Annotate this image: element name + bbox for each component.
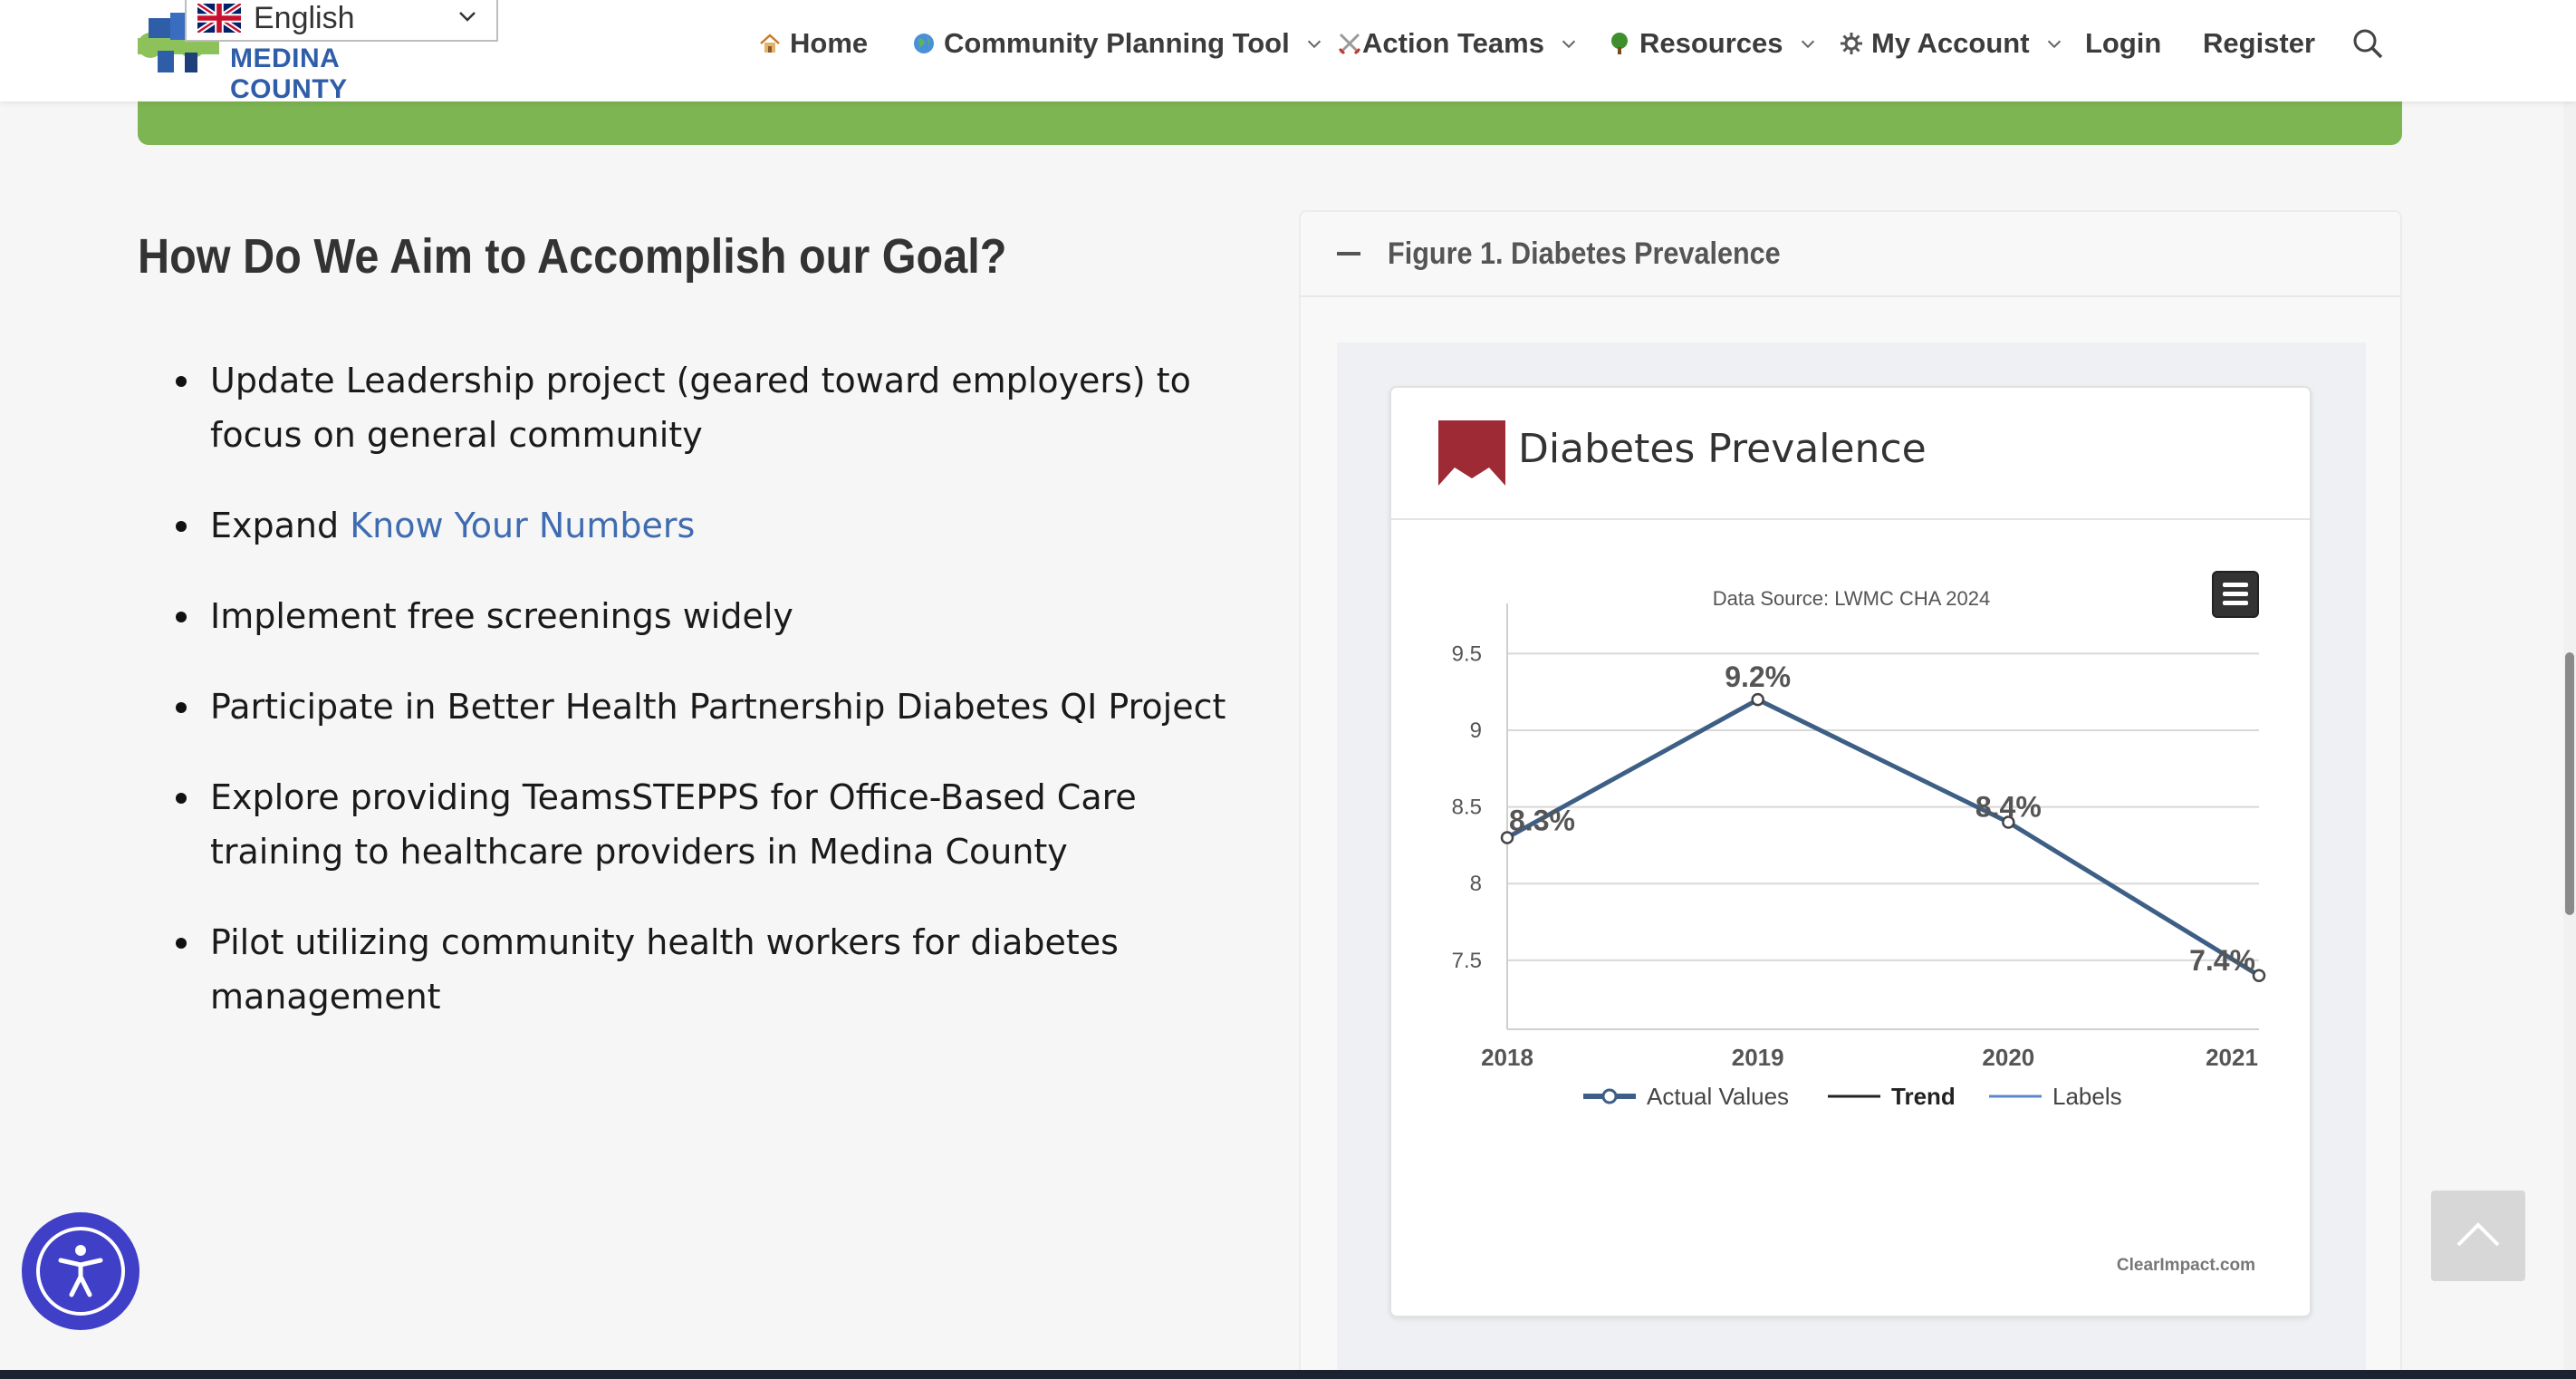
chevron-down-icon [1801, 40, 1814, 49]
collapse-icon [1337, 252, 1360, 256]
x-tick-label: 2021 [2206, 1044, 2258, 1071]
list-item: Explore providing TeamsSTEPPS for Office… [176, 770, 1252, 879]
legend-trend: Trend [1891, 1083, 1956, 1110]
chart-menu-button[interactable] [2212, 571, 2259, 618]
legend-marker-dot [1601, 1088, 1618, 1104]
uk-flag-icon [197, 4, 241, 33]
x-tick-label: 2020 [1982, 1044, 2034, 1071]
nav-community-planning-tool[interactable]: Community Planning Tool [911, 24, 1324, 63]
data-point [1751, 692, 1764, 707]
nav-register[interactable]: Register [2203, 24, 2315, 63]
chevron-down-icon [1562, 40, 1576, 49]
logo-text: MEDINA COUNTY [230, 43, 348, 104]
chart-card: Diabetes Prevalence Data Source: LWMC CH… [1389, 386, 2312, 1317]
globe-icon [914, 34, 934, 53]
goals-list: Update Leadership project (geared toward… [176, 353, 1252, 1060]
goal-text: Participate in Better Health Partnership… [210, 687, 1226, 727]
nav-action-teams[interactable]: Action Teams [1337, 24, 1579, 63]
goal-text: Update Leadership project (geared toward… [210, 361, 1191, 455]
nav-resources[interactable]: Resources [1607, 24, 1818, 63]
know-your-numbers-link[interactable]: Know Your Numbers [350, 506, 696, 545]
y-tick-label: 8.5 [1452, 796, 1482, 820]
data-point [1500, 831, 1514, 844]
nav-login-label: Login [2085, 27, 2162, 59]
language-selector[interactable]: English [185, 0, 498, 42]
chart-subtitle: Data Source: LWMC CHA 2024 [1713, 587, 1991, 610]
house-icon [760, 34, 780, 53]
chart-card-title: Diabetes Prevalence [1518, 426, 1927, 472]
goal-text: Expand [210, 506, 351, 545]
chart-card-header: Diabetes Prevalence [1391, 388, 2310, 520]
accordion-header[interactable]: Figure 1. Diabetes Prevalence [1301, 212, 2400, 297]
legend-actual-values: Actual Values [1647, 1083, 1789, 1110]
data-label: 7.4% [2189, 944, 2255, 977]
goal-text: Explore providing TeamsSTEPPS for Office… [210, 777, 1137, 872]
accordion-title: Figure 1. Diabetes Prevalence [1388, 236, 1781, 271]
chart-legend: Actual Values Trend Labels [1583, 1083, 2122, 1110]
back-to-top-button[interactable] [2431, 1191, 2525, 1281]
chevron-down-icon [2047, 40, 2061, 49]
data-label: 9.2% [1725, 661, 1791, 693]
list-item: Update Leadership project (geared toward… [176, 353, 1252, 462]
goal-text: Implement free screenings widely [210, 596, 793, 636]
list-item: Implement free screenings widely [176, 589, 1252, 643]
chevron-up-icon [2456, 1222, 2500, 1247]
data-label: 8.3% [1509, 804, 1575, 836]
nav-home[interactable]: Home [757, 24, 868, 63]
nav-resources-label: Resources [1639, 27, 1783, 59]
accessibility-button[interactable] [22, 1212, 139, 1330]
list-item: Pilot utilizing community health workers… [176, 915, 1252, 1024]
nav-community-planning-tool-label: Community Planning Tool [944, 27, 1290, 59]
search-icon[interactable] [2351, 27, 2384, 60]
chart-series: 8.3% 9.2% 8.4% 7.4% [1500, 661, 2266, 983]
chart-credit[interactable]: ClearImpact.com [2116, 1256, 2255, 1275]
data-point [2252, 969, 2266, 983]
y-tick-label: 7.5 [1452, 949, 1482, 973]
accessibility-ring [36, 1227, 125, 1316]
nav-home-label: Home [790, 27, 869, 59]
nav-action-teams-label: Action Teams [1362, 27, 1544, 59]
x-tick-label: 2018 [1481, 1044, 1533, 1071]
y-tick-label: 9.5 [1452, 641, 1482, 666]
goal-text: Pilot utilizing community health workers… [210, 922, 1119, 1017]
y-axis: 7.5 8 8.5 9 9.5 [1452, 603, 2259, 1030]
data-point [2002, 815, 2015, 829]
y-tick-label: 8 [1470, 872, 1482, 896]
nav-login[interactable]: Login [2085, 24, 2161, 63]
crossed-swords-icon [1338, 33, 1361, 55]
y-tick-label: 9 [1470, 718, 1482, 743]
list-item: Expand Know Your Numbers [176, 498, 1252, 553]
chevron-down-icon [459, 12, 476, 22]
nav-my-account[interactable]: My Account [1839, 24, 2064, 63]
site-header: MEDINA COUNTY English Home Community Pla… [0, 0, 2576, 104]
series-line-actual-values [1505, 697, 2261, 978]
x-tick-label: 2019 [1732, 1044, 1784, 1071]
nav-my-account-label: My Account [1871, 27, 2030, 59]
legend-labels: Labels [2052, 1083, 2122, 1110]
chart-grid [1507, 652, 2259, 961]
nav-register-label: Register [2203, 27, 2316, 59]
x-axis: 2018 2019 2020 2021 [1481, 1044, 2258, 1071]
chevron-down-icon [1307, 40, 1321, 49]
accessibility-person-icon [58, 1245, 103, 1297]
gear-icon [1841, 33, 1862, 54]
line-chart: Data Source: LWMC CHA 2024 7.5 8 8.5 9 9.5 2… [1452, 587, 2266, 1110]
bottom-strip [0, 1370, 2576, 1379]
language-label: English [254, 0, 355, 35]
scrollbar-thumb[interactable] [2565, 652, 2574, 915]
tree-icon [1611, 33, 1628, 54]
data-label: 8.4% [1975, 791, 2042, 824]
list-item: Participate in Better Health Partnership… [176, 680, 1252, 734]
bookmark-icon [1438, 420, 1505, 486]
section-heading: How Do We Aim to Accomplish our Goal? [138, 229, 1007, 284]
